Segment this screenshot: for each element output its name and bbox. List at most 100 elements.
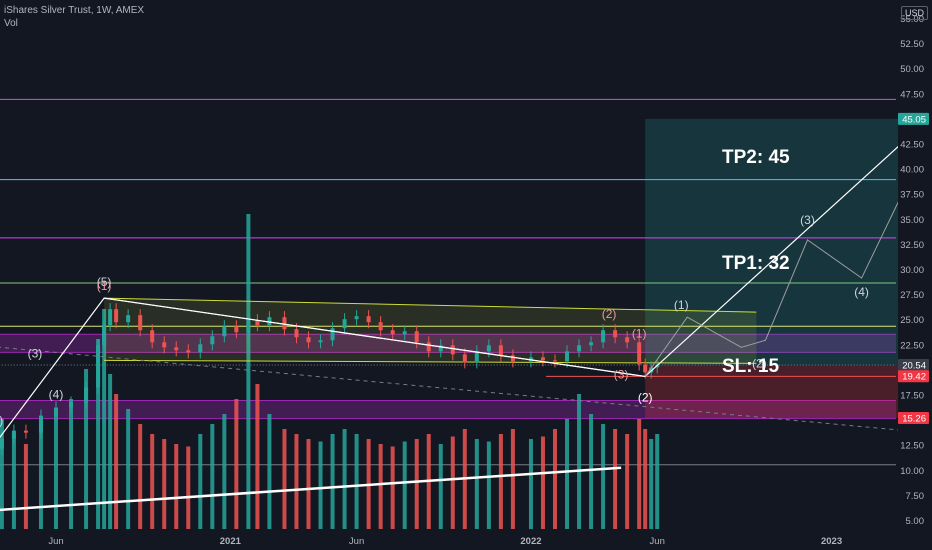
candle-body: [0, 438, 4, 449]
volume-bar: [613, 429, 618, 529]
volume-bar: [486, 441, 491, 529]
candle-body: [174, 347, 179, 351]
wave-label: (3): [800, 213, 815, 227]
volume-trendline: [0, 466, 622, 512]
wave-label: (2): [638, 391, 653, 405]
price-marker-label: 15.26: [902, 413, 926, 424]
candle-body: [23, 430, 28, 433]
candle-body: [84, 387, 89, 403]
volume-bar: [330, 434, 335, 529]
chart-header: iShares Silver Trust, 1W, AMEX Vol: [4, 4, 144, 30]
candle-body: [246, 320, 251, 333]
price-tick-label: 27.50: [900, 290, 924, 301]
time-tick-label: 2022: [520, 536, 541, 547]
volume-bar: [234, 399, 239, 529]
candle-body: [414, 331, 419, 343]
currency-label[interactable]: USD: [900, 6, 928, 20]
price-marker-label: 19.42: [902, 372, 926, 383]
volume-bar: [390, 446, 395, 529]
volume-bar: [126, 409, 131, 529]
time-tick-label: 2021: [220, 536, 242, 547]
volume-bar: [528, 439, 533, 529]
volume-bar: [186, 446, 191, 529]
volume-bar: [150, 434, 155, 529]
candle-body: [162, 342, 167, 348]
volume-bar: [643, 429, 648, 529]
candle-body: [318, 340, 323, 343]
symbol-title[interactable]: iShares Silver Trust, 1W, AMEX: [4, 5, 145, 16]
volume-bar: [589, 414, 594, 529]
volume-bar: [540, 436, 545, 529]
time-axis[interactable]: Jun 2021 Jun 2022 Jun 2023: [48, 536, 842, 547]
channel-layer: [104, 297, 757, 364]
volume-bar: [655, 434, 660, 529]
volume-indicator-label[interactable]: Vol: [4, 18, 18, 29]
elliott-wave-path: [104, 297, 646, 378]
candle-body: [613, 330, 618, 338]
wave-label: (1): [632, 326, 647, 340]
price-tick-label: 5.00: [906, 516, 925, 527]
candle-body: [540, 357, 545, 361]
price-axis[interactable]: 5.007.5010.0012.5015.0017.5020.0022.5025…: [898, 0, 932, 550]
candle-body: [649, 367, 654, 373]
candle-body: [108, 309, 113, 326]
volume-bar: [414, 439, 419, 529]
volume-bar: [565, 419, 570, 529]
risk-reward-layer: [645, 118, 907, 418]
candle-body: [330, 328, 335, 341]
candle-body: [38, 415, 43, 433]
candle-body: [390, 330, 395, 335]
candle-body: [114, 309, 119, 323]
volume-bar: [342, 429, 347, 529]
candle-body: [655, 365, 660, 368]
candle-body: [234, 326, 239, 333]
dashed-trendline: [0, 346, 932, 434]
price-axis-background: [898, 0, 932, 550]
time-tick-label: 2023: [821, 536, 842, 547]
candle-body: [366, 316, 371, 323]
candle-body: [426, 342, 431, 352]
volume-bar: [649, 439, 654, 529]
wave-label: (2): [0, 414, 3, 428]
volume-bar: [255, 384, 260, 529]
candle-body: [577, 345, 582, 352]
trendlines-layer: [0, 346, 932, 512]
volume-bar: [267, 414, 272, 529]
price-tick-label: 7.50: [906, 491, 925, 502]
price-tick-label: 12.50: [900, 441, 924, 452]
price-tick-label: 47.50: [900, 89, 924, 100]
candle-body: [126, 315, 131, 323]
price-marker-background: [898, 112, 929, 125]
candle-body: [102, 325, 107, 346]
candle-body: [11, 430, 16, 439]
volume-bar: [222, 414, 227, 529]
price-marker-background: [898, 358, 929, 371]
price-marker-label: 20.54: [902, 360, 926, 371]
candle-body: [222, 326, 227, 337]
candle-body: [354, 316, 359, 320]
volume-bar: [498, 434, 503, 529]
profit-target-box: [645, 118, 907, 366]
candle-body: [402, 331, 407, 335]
price-marker-background: [898, 411, 929, 424]
volume-bar: [198, 434, 203, 529]
candle-body: [438, 345, 443, 352]
candle-body: [486, 345, 491, 352]
price-tick-label: 10.00: [900, 466, 924, 477]
wave-label: (1): [97, 279, 112, 293]
volume-bar: [210, 424, 215, 529]
wave-label: (4): [49, 388, 64, 402]
wave-label: (4): [854, 285, 869, 299]
price-tick-label: 35.00: [900, 215, 924, 226]
volume-bar: [246, 214, 251, 529]
candle-body: [198, 344, 203, 353]
volume-bar: [474, 439, 479, 529]
price-tick-label: 17.50: [900, 391, 924, 402]
time-tick-label: Jun: [650, 536, 665, 547]
volume-bar: [138, 424, 143, 529]
price-tick-label: 32.50: [900, 240, 924, 251]
tp1-callout: TP1: 32: [722, 253, 790, 274]
wave-label: (3): [614, 367, 629, 381]
